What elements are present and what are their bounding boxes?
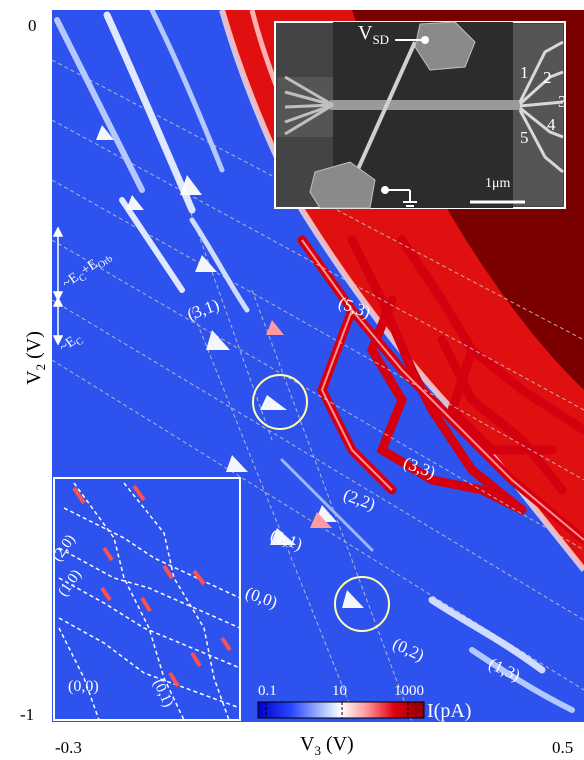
- schematic-inset: [53, 477, 241, 721]
- gate-3: 3: [558, 92, 567, 111]
- x-axis-label: V3 (V): [300, 733, 354, 758]
- gate-5: 5: [520, 128, 529, 147]
- cb-tick-2: 1000: [394, 683, 424, 699]
- vsd-label: VSD: [358, 22, 390, 47]
- gate-1: 1: [520, 63, 529, 82]
- gate-4: 4: [547, 115, 556, 134]
- x-tick-min: -0.3: [55, 738, 82, 757]
- highlight-circle-1: [252, 374, 308, 430]
- sem-inset: [274, 21, 566, 209]
- highlight-circle-2: [334, 576, 390, 632]
- y-tick-top: 0: [28, 16, 37, 35]
- cb-tick-0: 0.1: [258, 683, 277, 699]
- gate-2: 2: [543, 68, 552, 87]
- x-tick-max: 0.5: [552, 738, 574, 757]
- y-tick-bottom: -1: [20, 705, 35, 724]
- schematic-label-0-0: (0,0): [68, 678, 99, 695]
- cb-tick-1: 10: [332, 683, 347, 699]
- stability-diagram-plot: [52, 10, 584, 722]
- honeycomb-highlights: [301, 239, 584, 541]
- scale-bar-label: 1μm: [485, 176, 511, 191]
- pink-triangles: [266, 320, 332, 528]
- energy-arrows: [52, 226, 64, 346]
- colorbar-unit: I(pA): [427, 700, 472, 722]
- colorbar-ticks: [265, 702, 409, 718]
- colorbar: [257, 701, 425, 719]
- y-axis-label: V2 (V): [23, 331, 48, 385]
